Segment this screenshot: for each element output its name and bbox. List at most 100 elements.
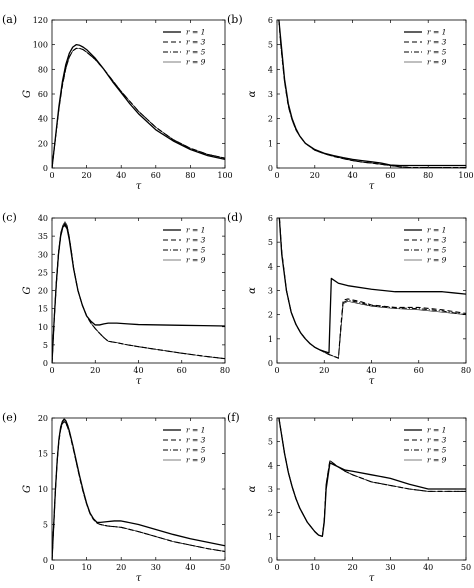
chart-panel-5: 0 10 20 30 40 50 0 5 10 15 20 τ G (e) r = 1r = 3r = 5r… — [2, 411, 230, 584]
y-tick-label: 0 — [43, 556, 48, 565]
x-tick-label: 60 — [151, 171, 161, 180]
series-line-4 — [52, 418, 225, 560]
legend-entry: r = 1 — [427, 226, 446, 235]
chart-panel-6: 0 10 20 30 40 50 0 1 2 3 4 5 6 τ α (f) r = 1r = 3r = 5r … — [227, 411, 471, 584]
y-axis-label: G — [22, 287, 33, 295]
legend-entry: r = 3 — [427, 38, 447, 47]
legend-entry: r = 3 — [427, 436, 447, 445]
y-tick-label: 4 — [268, 262, 273, 271]
y-tick-label: 40 — [38, 115, 48, 124]
y-tick-label: 6 — [268, 414, 273, 423]
x-axis-label: τ — [369, 181, 375, 192]
x-tick-label: 80 — [220, 366, 230, 375]
y-tick-label: 60 — [38, 90, 48, 99]
legend-entry: r = 9 — [186, 256, 206, 265]
y-tick-label: 5 — [268, 41, 273, 50]
legend: r = 1r = 3r = 5r = 9 — [404, 226, 447, 265]
legend-entry: r = 3 — [427, 236, 447, 245]
panel-label: (f) — [227, 411, 240, 424]
y-tick-label: 30 — [38, 250, 48, 259]
y-tick-label: 10 — [38, 485, 48, 494]
x-axis-label: τ — [136, 181, 142, 192]
legend-entry: r = 9 — [186, 456, 206, 465]
series-line-1 — [52, 44, 225, 168]
y-tick-label: 0 — [43, 359, 48, 368]
y-tick-label: 3 — [268, 287, 273, 296]
x-tick-label: 20 — [90, 366, 100, 375]
x-tick-label: 40 — [133, 366, 143, 375]
x-tick-label: 0 — [274, 171, 279, 180]
x-tick-label: 0 — [49, 171, 54, 180]
panel-label: (d) — [227, 211, 243, 224]
x-tick-label: 20 — [348, 563, 358, 572]
y-tick-label: 35 — [38, 232, 48, 241]
series-line-4 — [278, 418, 466, 537]
x-tick-label: 30 — [151, 563, 161, 572]
panel-label: (c) — [2, 211, 17, 224]
legend-entry: r = 3 — [186, 436, 206, 445]
x-tick-label: 60 — [385, 171, 395, 180]
x-tick-label: 80 — [461, 366, 471, 375]
x-tick-label: 40 — [348, 171, 358, 180]
y-tick-label: 3 — [268, 485, 273, 494]
x-tick-label: 100 — [217, 171, 232, 180]
panel-label: (b) — [227, 13, 243, 26]
legend-entry: r = 3 — [186, 236, 206, 245]
series-line-3 — [52, 421, 225, 560]
x-axis-label: τ — [136, 573, 142, 584]
y-tick-label: 100 — [33, 41, 48, 50]
y-tick-label: 4 — [268, 461, 273, 470]
y-axis-label: G — [22, 485, 33, 493]
legend: r = 1r = 3r = 5r = 9 — [163, 28, 206, 67]
x-tick-label: 20 — [319, 366, 329, 375]
legend-entry: r = 5 — [427, 48, 447, 57]
x-tick-label: 50 — [461, 563, 471, 572]
legend-entry: r = 5 — [186, 446, 206, 455]
y-tick-label: 0 — [268, 359, 273, 368]
legend-entry: r = 3 — [186, 38, 206, 47]
legend-entry: r = 9 — [186, 58, 206, 67]
series-line-4 — [52, 48, 225, 168]
series-line-4 — [52, 221, 225, 363]
legend-entry: r = 1 — [186, 28, 205, 37]
series-line-3 — [52, 222, 225, 363]
y-tick-label: 2 — [268, 311, 273, 320]
x-tick-label: 80 — [185, 171, 195, 180]
x-tick-label: 10 — [310, 563, 320, 572]
legend: r = 1r = 3r = 5r = 9 — [404, 28, 447, 67]
y-axis-label: α — [247, 485, 258, 492]
y-tick-label: 5 — [43, 521, 48, 530]
legend-entry: r = 9 — [427, 58, 447, 67]
legend-entry: r = 1 — [427, 426, 446, 435]
legend-entry: r = 9 — [427, 456, 447, 465]
y-tick-label: 0 — [43, 164, 48, 173]
y-axis-label: α — [247, 90, 258, 97]
y-tick-label: 20 — [38, 287, 48, 296]
chart-panel-2: 0 20 40 60 80 100 0 1 2 3 4 5 6 τ α (b) r = 1r = 3r = 5r… — [227, 13, 474, 192]
y-tick-label: 1 — [268, 335, 273, 344]
y-axis-label: α — [247, 287, 258, 294]
y-axis-label: G — [22, 90, 33, 98]
y-tick-label: 15 — [38, 450, 48, 459]
y-tick-label: 6 — [268, 16, 273, 25]
y-tick-label: 0 — [268, 556, 273, 565]
legend-entry: r = 1 — [427, 28, 446, 37]
x-tick-label: 20 — [116, 563, 126, 572]
y-tick-label: 3 — [268, 90, 273, 99]
x-tick-label: 0 — [274, 366, 279, 375]
legend-entry: r = 1 — [186, 426, 205, 435]
series-line-4 — [278, 20, 466, 168]
y-tick-label: 25 — [38, 268, 48, 277]
legend-entry: r = 5 — [186, 48, 206, 57]
legend: r = 1r = 3r = 5r = 9 — [163, 426, 206, 465]
legend-entry: r = 5 — [186, 246, 206, 255]
x-tick-label: 60 — [177, 366, 187, 375]
y-tick-label: 40 — [38, 214, 48, 223]
y-tick-label: 4 — [268, 65, 273, 74]
series-line-4 — [279, 218, 466, 359]
y-tick-label: 80 — [38, 65, 48, 74]
y-tick-label: 6 — [268, 214, 273, 223]
legend-entry: r = 5 — [427, 446, 447, 455]
x-tick-label: 20 — [82, 171, 92, 180]
